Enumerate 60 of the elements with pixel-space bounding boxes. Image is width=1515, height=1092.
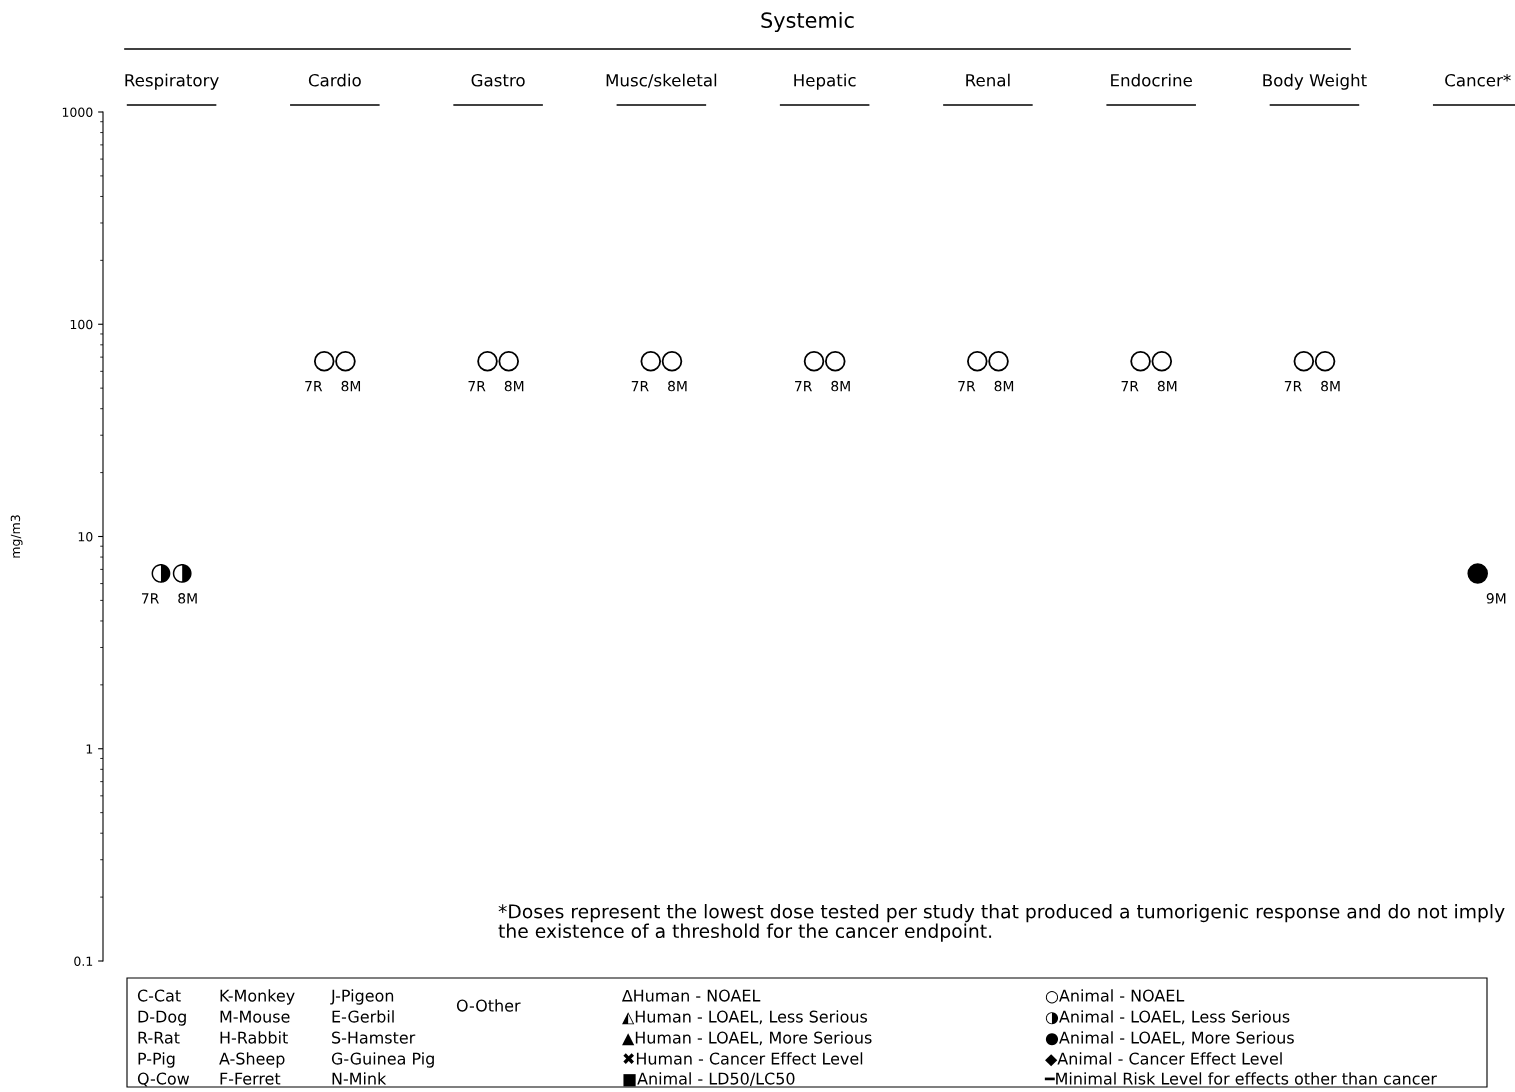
- text: ◆Animal - Cancer Effect Level: [1045, 1052, 1282, 1067]
- text: C-Cat: [137, 989, 181, 1002]
- x-tick-label: Endocrine: [1111, 73, 1192, 87]
- text: J-Pigeon: [330, 989, 394, 1005]
- text: H-Rabbit: [220, 1031, 288, 1044]
- annotation: 7R: [141, 593, 159, 604]
- text: P-Pig: [138, 1052, 175, 1068]
- annotation: 7R: [305, 381, 323, 392]
- text: ✖Human - Cancer Effect Level: [623, 1052, 863, 1065]
- text: G-Guinea Pig: [331, 1052, 434, 1068]
- annotation: 7R: [795, 381, 812, 392]
- text: ●Animal - LOAEL, More Serious: [1045, 1031, 1294, 1046]
- text: ◭Human - LOAEL, Less Serious: [622, 1010, 868, 1025]
- annotation: 8M: [668, 380, 687, 392]
- annotation: 8M: [341, 380, 361, 392]
- text: N-Mink: [332, 1072, 387, 1085]
- text: R-Rat: [138, 1031, 180, 1044]
- y-tick-label: 1000: [62, 107, 93, 117]
- text: ━Minimal Risk Level for effects other than cancer: [1044, 1072, 1437, 1085]
- annotation: 8M: [831, 380, 850, 392]
- annotation: 8M: [994, 380, 1014, 392]
- text: Q-Cow: [137, 1072, 190, 1087]
- x-tick-label: Body Weight: [1263, 73, 1367, 90]
- text: S-Hamster: [332, 1031, 416, 1044]
- text: D-Dog: [138, 1010, 186, 1026]
- text: E-Gerbil: [332, 1010, 394, 1023]
- annotation: 7R: [631, 381, 649, 392]
- y-tick-label: 100: [70, 319, 93, 330]
- y-tick-label: 1: [86, 744, 93, 754]
- x-tick-label: Cardio: [308, 73, 361, 87]
- annotation: *Doses represent the lowest dose tested per study that produced a tumorigenic response and do not imply the existence of a threshold for the cancer endpoint.: [498, 904, 1505, 942]
- x-tick-label: Musc/skeletal: [606, 73, 717, 88]
- chart-title: Systemic: [761, 11, 854, 33]
- annotation: 8M: [178, 593, 197, 604]
- y-tick-label: 0.1: [74, 956, 93, 966]
- y-tick-label: 10: [78, 531, 93, 542]
- text: ◑Animal - LOAEL, Less Serious: [1045, 1010, 1290, 1025]
- text: M-Mouse: [220, 1010, 290, 1023]
- annotation: 9M: [1486, 593, 1506, 604]
- x-tick-label: Respiratory: [125, 73, 219, 90]
- x-tick-label: Gastro: [471, 73, 525, 87]
- x-tick-label: Cancer*: [1445, 73, 1511, 87]
- annotation: 7R: [1121, 381, 1139, 392]
- annotation: 7R: [468, 381, 486, 392]
- text: O-Other: [456, 999, 521, 1012]
- text: A-Sheep: [219, 1052, 285, 1068]
- x-tick-label: Hepatic: [794, 73, 856, 90]
- text: F-Ferret: [220, 1072, 281, 1085]
- annotation: 8M: [1321, 380, 1340, 392]
- annotation: 7R: [958, 381, 976, 392]
- text: ○Animal - NOAEL: [1045, 989, 1185, 1004]
- text: ▲Human - LOAEL, More Serious: [622, 1031, 872, 1046]
- text: ■Animal - LD50/LC50: [623, 1072, 795, 1087]
- annotation: 8M: [504, 380, 524, 392]
- x-tick-label: Renal: [966, 73, 1010, 87]
- text: K-Monkey: [220, 989, 295, 1005]
- y-axis-title: mg/m3: [10, 515, 23, 558]
- text: ∆Human - NOAEL: [621, 989, 761, 1002]
- annotation: 7R: [1284, 381, 1302, 392]
- annotation: 8M: [1157, 380, 1177, 392]
